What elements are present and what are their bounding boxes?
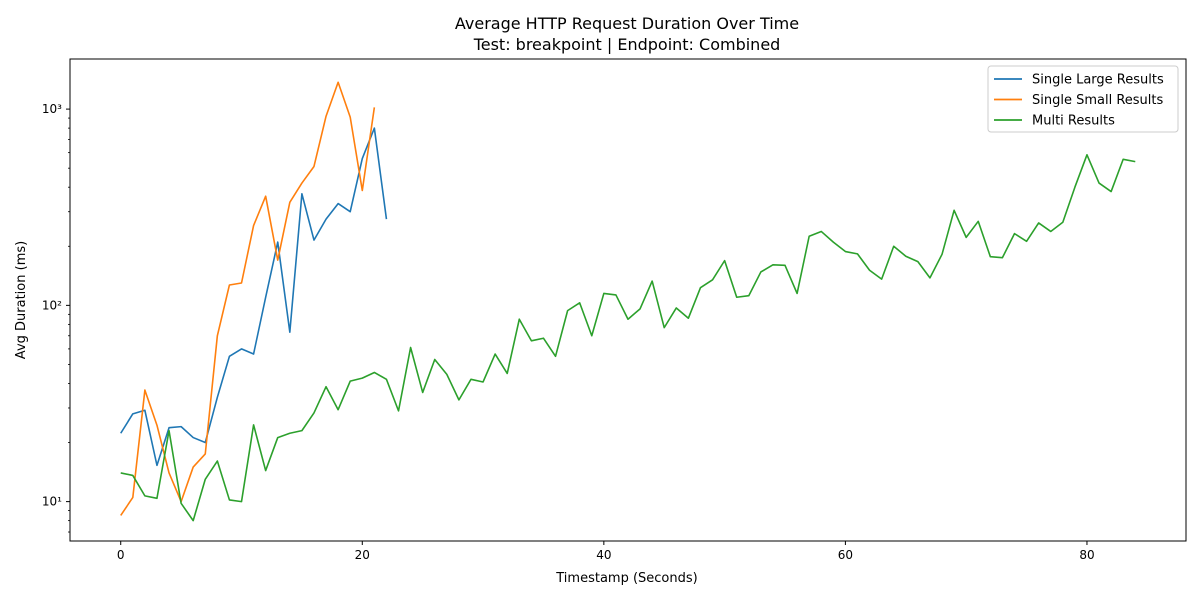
x-tick-label: 20: [355, 548, 370, 562]
legend-label-single-small-results: Single Small Results: [1032, 93, 1164, 108]
y-tick-label: 10²: [42, 298, 62, 312]
x-axis-label: Timestamp (Seconds): [555, 571, 697, 586]
series-line-single-small-results: [120, 81, 376, 516]
legend-box: [987, 65, 1179, 133]
plot-frame: [69, 58, 1187, 542]
chart-title: Average HTTP Request Duration Over Time: [455, 14, 799, 33]
legend: Single Large Results Single Small Results…: [987, 65, 1179, 133]
x-tick-label: 40: [596, 548, 611, 562]
x-tick-label: 80: [1079, 548, 1094, 562]
plot-area: 0 20 40 60 80 10¹ 10² 10³: [42, 81, 1136, 562]
legend-label-single-large-results: Single Large Results: [1032, 73, 1164, 88]
y-tick-label: 10³: [42, 102, 62, 116]
x-tick-label: 60: [838, 548, 853, 562]
series-line-single-large-results: [120, 127, 388, 467]
y-tick-label: 10¹: [42, 495, 62, 509]
x-tick-label: 0: [117, 548, 125, 562]
legend-label-multi-results: Multi Results: [1032, 114, 1115, 129]
series-line-multi-results: [120, 154, 1136, 522]
chart-subtitle: Test: breakpoint | Endpoint: Combined: [473, 35, 781, 54]
y-axis-label: Avg Duration (ms): [14, 241, 29, 359]
